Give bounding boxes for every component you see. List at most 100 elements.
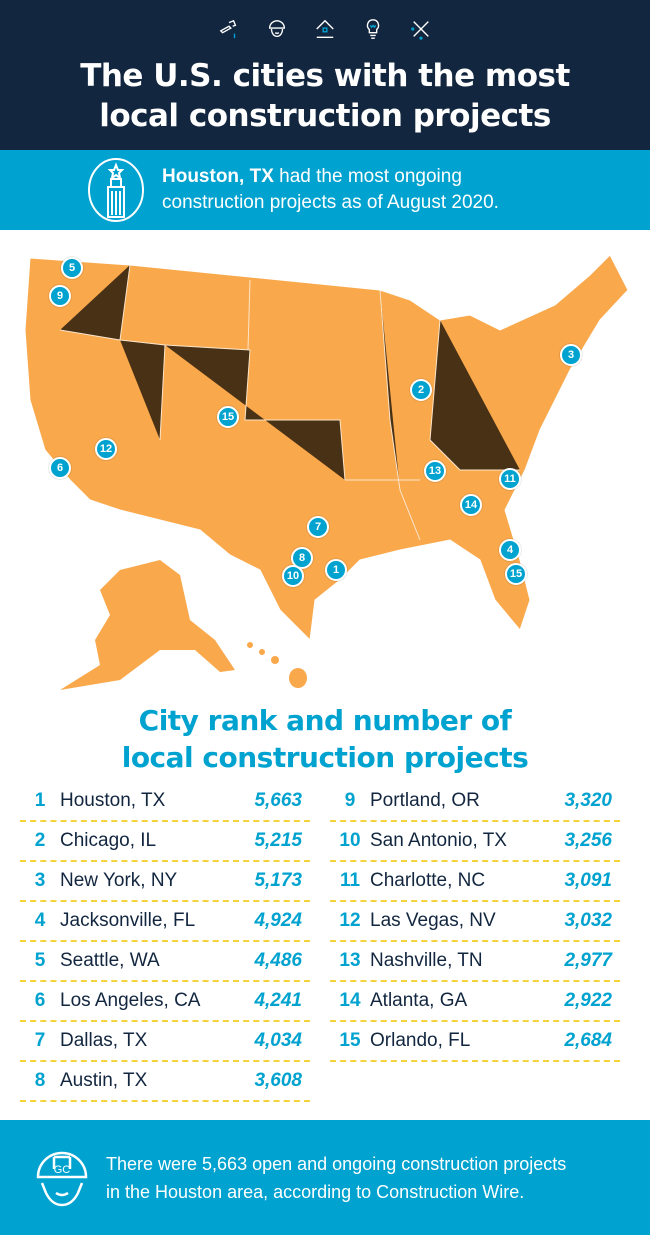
ranking-rank: 2 (34, 830, 46, 851)
map-marker-6: 6 (49, 457, 71, 479)
ranking-row: 6 Los Angeles, CA 4,241 (20, 982, 310, 1022)
map-marker-3: 3 (560, 344, 582, 366)
ranking-value: 2,922 (564, 990, 612, 1011)
ranking-city: Charlotte, NC (370, 870, 486, 891)
ranking-row: 10 San Antonio, TX 3,256 (330, 822, 620, 862)
ranking-value: 3,608 (254, 1070, 302, 1091)
ranking-value: 4,486 (254, 950, 302, 971)
ranking-row: 14 Atlanta, GA 2,922 (330, 982, 620, 1022)
state-borders (59, 264, 520, 541)
map-marker-4: 4 (499, 539, 521, 561)
highlight-banner: Houston, TX had the most ongoing construc… (0, 150, 650, 230)
ranking-city: Chicago, IL (60, 830, 157, 851)
map-marker-11: 11 (499, 468, 521, 490)
tools-icon (411, 21, 429, 40)
map-marker-13: 13 (424, 460, 446, 482)
ranking-row: 11 Charlotte, NC 3,091 (330, 862, 620, 902)
ranking-value: 2,684 (564, 1030, 612, 1051)
ranking-value: 4,034 (254, 1030, 302, 1051)
alaska (60, 560, 235, 690)
ranking-city: Seattle, WA (60, 950, 160, 971)
ranking-city: Austin, TX (60, 1070, 148, 1091)
ranking-value: 5,215 (254, 830, 302, 851)
ranking-city: Los Angeles, CA (60, 990, 201, 1011)
ranking-value: 5,663 (254, 790, 302, 811)
ranking-value: 3,091 (564, 870, 612, 891)
ranking-city: Nashville, TN (370, 950, 483, 971)
map-marker-14: 14 (460, 494, 482, 516)
us-map-shape (24, 254, 629, 690)
banner-text-1: had the most ongoing (273, 166, 462, 187)
ranking-rank: 9 (344, 790, 356, 811)
ranking-city: Atlanta, GA (370, 990, 468, 1011)
ranking-rank: 6 (34, 990, 46, 1011)
list-heading-1: City rank and number of (138, 704, 512, 737)
ranking-rank: 4 (34, 910, 46, 931)
ranking-rank: 12 (339, 910, 361, 931)
banner-text-2: construction projects as of August 2020. (162, 192, 499, 213)
ranking-rank: 13 (339, 950, 361, 971)
ranking-row: 13 Nashville, TN 2,977 (330, 942, 620, 982)
ranking-city: Portland, OR (370, 790, 480, 811)
list-heading: City rank and number of local constructi… (0, 702, 650, 776)
ranking-row: 7 Dallas, TX 4,034 (20, 1022, 310, 1062)
ranking-value: 4,924 (254, 910, 302, 931)
ranking-city: Las Vegas, NV (370, 910, 496, 931)
ranking-value: 4,241 (254, 990, 302, 1011)
ranking-row: 4 Jacksonville, FL 4,924 (20, 902, 310, 942)
ranking-city: San Antonio, TX (370, 830, 507, 851)
ranking-city: Jacksonville, FL (60, 910, 196, 931)
lightbulb-icon (366, 19, 380, 39)
us-map (0, 230, 650, 700)
ranking-rank: 5 (34, 950, 46, 971)
ranking-rank: 15 (339, 1030, 361, 1051)
ranking-rank: 10 (339, 830, 361, 851)
map-marker-12: 12 (95, 438, 117, 460)
ranking-city: Houston, TX (60, 790, 166, 811)
ranking-row: 12 Las Vegas, NV 3,032 (330, 902, 620, 942)
ranking-rank: 11 (339, 870, 361, 891)
map-marker-10: 10 (282, 565, 304, 587)
ranking-city: Dallas, TX (60, 1030, 148, 1051)
header-icons (0, 14, 650, 44)
ranking-row: 3 New York, NY 5,173 (20, 862, 310, 902)
ranking-value: 2,977 (564, 950, 612, 971)
map-marker-15: 15 (505, 563, 527, 585)
list-heading-2: local construction projects (121, 741, 529, 774)
banner-city: Houston, TX (162, 166, 274, 187)
ranking-row: 15 Orlando, FL 2,684 (330, 1022, 620, 1062)
map-marker-2: 2 (410, 379, 432, 401)
ranking-row: 2 Chicago, IL 5,215 (20, 822, 310, 862)
footer-banner: GC There were 5,663 open and ongoing con… (0, 1120, 650, 1235)
hardhat-worker-icon (268, 20, 286, 38)
ranking-rank: 14 (339, 990, 361, 1011)
gc-label: GC (54, 1164, 71, 1176)
title-line-1: The U.S. cities with the most (80, 58, 570, 94)
rankings-right: 9 Portland, OR 3,320 10 San Antonio, TX 3,256… (330, 782, 620, 1102)
hawaii (247, 642, 307, 688)
ranking-rank: 7 (34, 1030, 46, 1051)
ranking-row: 5 Seattle, WA 4,486 (20, 942, 310, 982)
map-marker-8: 8 (291, 547, 313, 569)
header: The U.S. cities with the most local cons… (0, 0, 650, 150)
house-icon (316, 19, 334, 38)
ranking-row: 9 Portland, OR 3,320 (330, 782, 620, 822)
skyscraper-icon (88, 158, 144, 222)
ranking-rank: 8 (34, 1070, 46, 1091)
ranking-value: 3,320 (564, 790, 612, 811)
banner-text: Houston, TX had the most ongoing construc… (162, 164, 499, 216)
ranking-rank: 1 (34, 790, 46, 811)
ranking-city: Orlando, FL (370, 1030, 471, 1051)
footer-text: There were 5,663 open and ongoing constr… (106, 1153, 567, 1202)
ranking-row: 1 Houston, TX 5,663 (20, 782, 310, 822)
title-line-2: local construction projects (99, 98, 551, 134)
map-marker-15: 15 (217, 406, 239, 428)
hammer-icon (219, 19, 237, 39)
map-marker-5: 5 (61, 257, 83, 279)
ranking-value: 3,032 (564, 910, 612, 931)
hardhat-gc-icon: GC (36, 1151, 88, 1206)
rankings: 1 Houston, TX 5,663 2 Chicago, IL 5,215 3 New Y… (0, 774, 650, 1102)
ranking-value: 5,173 (254, 870, 302, 891)
ranking-row: 8 Austin, TX 3,608 (20, 1062, 310, 1102)
map-marker-9: 9 (49, 285, 71, 307)
